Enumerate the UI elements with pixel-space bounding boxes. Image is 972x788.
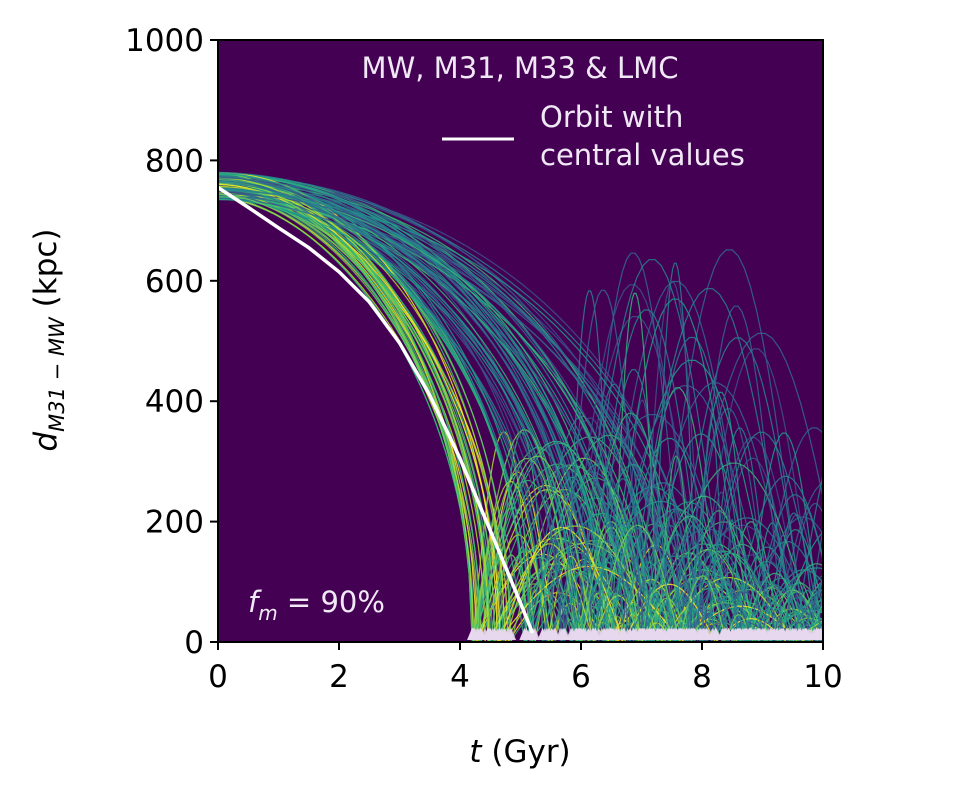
ensemble-orbit-line [218,172,693,642]
merger-marker [721,628,732,640]
merger-marker [789,628,800,640]
ensemble-orbit-line [218,183,823,642]
x-tick-label: 2 [329,659,349,695]
merger-marker [829,628,839,640]
merger-marker [804,628,815,640]
merger-marker [769,628,780,640]
chart-title: MW, M31, M33 & LMC [362,51,679,85]
y-tick-label: 0 [184,625,204,661]
merger-marker [639,628,650,640]
ensemble-orbit-line [218,190,823,642]
x-tick-label: 0 [208,659,228,695]
merger-marker [836,628,846,640]
merger-marker [832,628,842,640]
merger-marker [827,628,837,640]
merger-marker [528,628,539,640]
legend-label-line2: central values [540,138,745,172]
merger-marker [782,628,793,640]
y-axis-label: dM31 − MW (kpc) [28,228,69,451]
central-orbit-line [218,186,535,634]
merger-marker [842,628,852,640]
merger-marker [832,628,842,640]
merger-marker [745,628,756,640]
merger-marker [590,628,601,640]
ensemble-orbit-line [218,195,823,642]
merger-marker [483,628,494,640]
x-tick-label: 4 [450,659,470,695]
ensemble-orbit-line [218,182,659,642]
orbit-ensemble [218,171,823,642]
y-tick-label: 200 [145,505,204,541]
merger-marker [818,628,823,640]
merger-marker [828,628,838,640]
merger-marker [841,628,851,640]
ensemble-orbit-line [218,179,703,642]
merger-marker [605,628,616,640]
merger-marker [835,628,845,640]
merger-marker [674,628,685,640]
merger-marker [848,628,858,640]
merger-marker [622,628,633,640]
merger-marker [596,628,607,640]
merger-marker [838,628,848,640]
merger-marker [838,628,848,640]
merger-marker [835,628,845,640]
ensemble-orbit-line [218,188,759,642]
x-tick-label: 6 [571,659,591,695]
y-tick-label: 1000 [125,23,204,59]
merger-marker [656,628,667,640]
merger-marker [694,628,705,640]
merger-marker [845,628,855,640]
y-tick-label: 400 [145,384,204,420]
y-tick-label: 600 [145,264,204,300]
ensemble-orbit-line [218,186,693,642]
merger-marker [837,628,847,640]
merger-marker [841,628,851,640]
x-axis-label: t (Gyr) [469,734,570,770]
merger-marker [846,628,856,640]
merger-marker [570,628,581,640]
merger-marker [824,628,834,640]
merger-marker [666,628,677,640]
merger-marker [576,628,587,640]
ensemble-orbit-line [218,179,764,642]
merger-marker [541,628,552,640]
ensemble-orbit-line [218,196,823,642]
merger-marker [500,628,511,640]
merger-marker [757,628,768,640]
x-tick-label: 8 [692,659,712,695]
merger-marker [830,628,840,640]
merger-marker [842,628,852,640]
merger-marker [710,628,721,640]
merger-marker [649,628,660,640]
merger-marker [837,628,847,640]
ensemble-orbit-line [218,188,823,642]
legend-label-line1: Orbit with [540,100,683,134]
ensemble-orbit-line [218,171,823,642]
merger-marker [835,628,845,640]
merger-markers [467,628,858,640]
plot-frame [217,39,824,643]
merger-marker [826,628,836,640]
merger-marker [733,628,744,640]
merger-marker [688,628,699,640]
merger-marker [842,628,852,640]
merger-marker [467,628,478,640]
ensemble-orbit-line [218,193,768,642]
merger-marker [843,628,853,640]
x-tick-label: 10 [803,659,842,695]
ensemble-orbit-line [218,173,823,642]
merger-marker [474,628,485,640]
ensemble-orbit-line [218,198,823,642]
ensemble-orbit-line [218,194,582,642]
ensemble-orbit-line [218,178,823,642]
merger-marker [557,628,568,640]
y-tick-label: 800 [145,143,204,179]
ensemble-orbit-line [218,197,823,642]
ensemble-orbit-line [218,195,823,642]
merger-marker [841,628,851,640]
ensemble-orbit-line [218,173,823,642]
fm-annotation: fm = 90% [248,585,385,625]
